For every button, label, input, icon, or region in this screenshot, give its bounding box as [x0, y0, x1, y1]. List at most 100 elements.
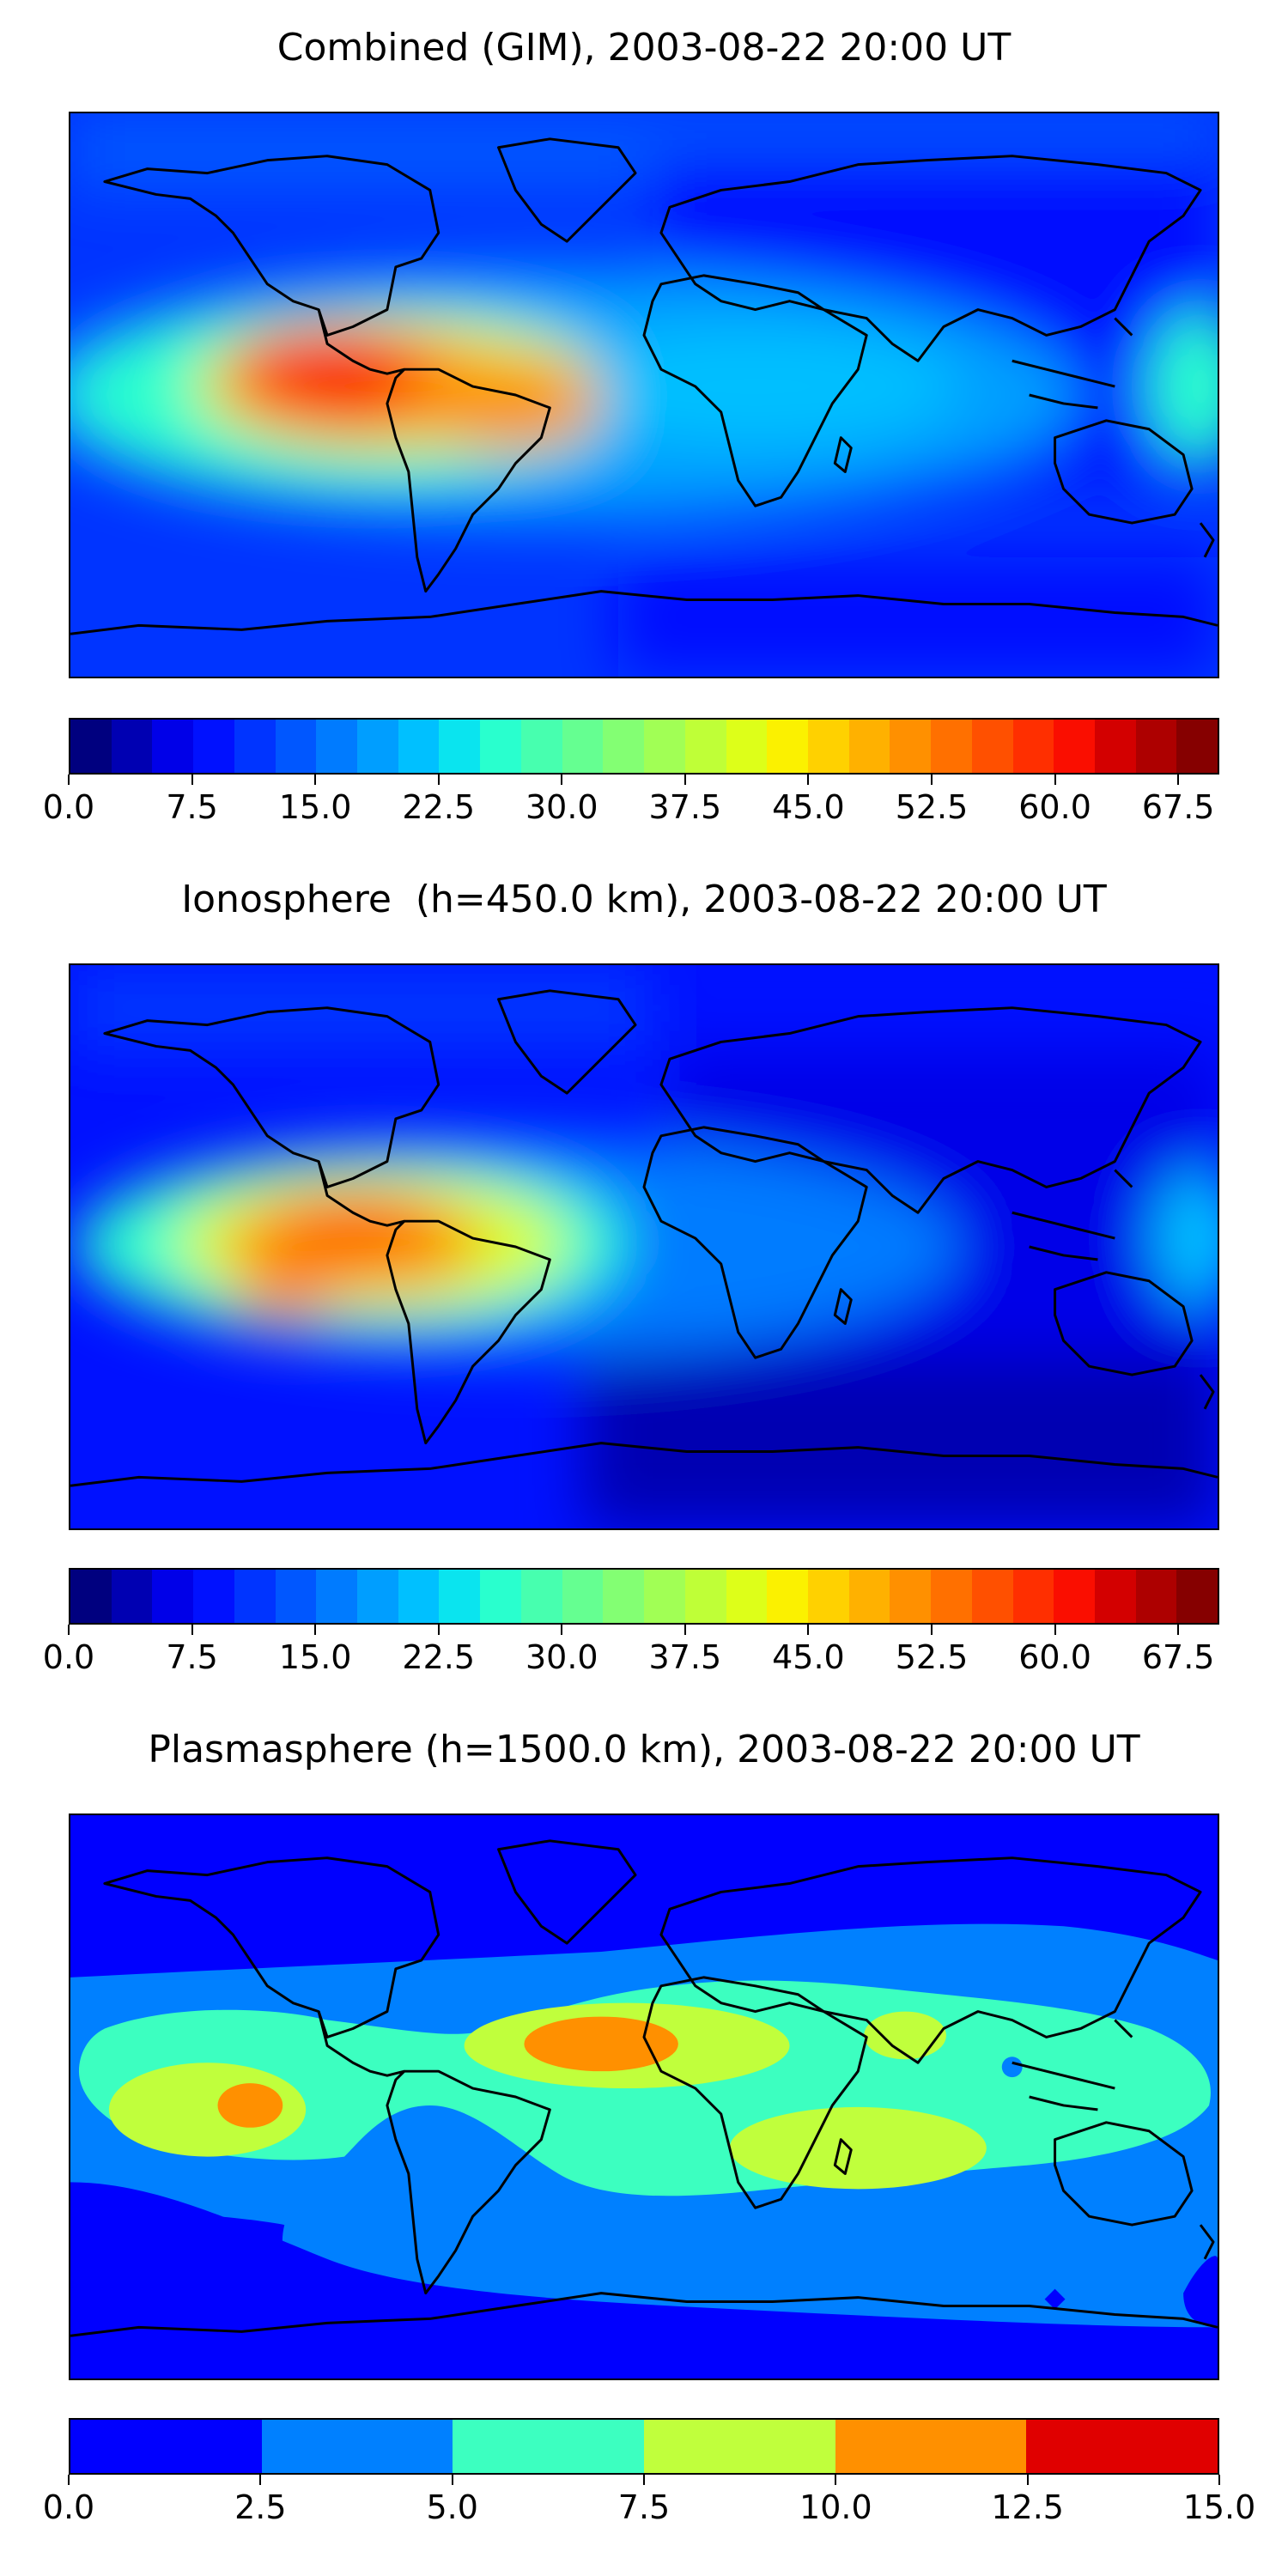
- colorbar-segment: [931, 720, 972, 773]
- colorbar-segment: [480, 1570, 521, 1623]
- colorbar-segment: [111, 1570, 153, 1623]
- colorbar-tick-label: 52.5: [895, 1638, 969, 1676]
- panel-3-heatmap: [70, 1815, 1218, 2379]
- colorbar-segment: [684, 1570, 726, 1623]
- colorbar-segment: [193, 720, 234, 773]
- panel-2-map: [69, 963, 1219, 1530]
- colorbar-segment: [931, 1570, 972, 1623]
- colorbar-tick-label: 15.0: [278, 1638, 352, 1676]
- colorbar-tick: [451, 2475, 453, 2485]
- colorbar-tick-label: 45.0: [772, 788, 845, 826]
- colorbar-segment: [261, 2420, 453, 2473]
- colorbar-segment: [603, 1570, 645, 1623]
- panel-3-title: Plasmasphere (h=1500.0 km), 2003-08-22 2…: [148, 1728, 1140, 1771]
- colorbar-tick-label: 67.5: [1141, 788, 1215, 826]
- colorbar-segment: [971, 1570, 1013, 1623]
- colorbar-tick-label: 0.0: [42, 2488, 95, 2526]
- colorbar-segment: [644, 1570, 685, 1623]
- colorbar-segment: [439, 720, 481, 773]
- colorbar-segment: [1176, 720, 1218, 773]
- colorbar-tick-label: 15.0: [1182, 2488, 1256, 2526]
- heatmap-region: [233, 1279, 337, 1317]
- colorbar-tick-label: 52.5: [895, 788, 969, 826]
- colorbar-tick-label: 7.5: [617, 2488, 671, 2526]
- panel-1-colorbar-ticks: 0.0 7.5 15.0 22.5 30.0 37.5 45.0 52.5 60.0 67.5: [43, 775, 1219, 826]
- colorbar-segment: [111, 720, 153, 773]
- colorbar-tick-label: 7.5: [166, 788, 218, 826]
- colorbar-segment: [152, 720, 194, 773]
- colorbar-tick: [1054, 775, 1056, 785]
- colorbar-tick-label: 0.0: [42, 1638, 95, 1676]
- colorbar-segment: [70, 2420, 262, 2473]
- colorbar-segment: [835, 2420, 1027, 2473]
- colorbar-segment: [1012, 720, 1054, 773]
- colorbar-segment: [890, 720, 932, 773]
- colorbar-segment: [520, 1570, 562, 1623]
- colorbar-tick-label: 67.5: [1141, 1638, 1215, 1676]
- colorbar-segment: [275, 720, 317, 773]
- colorbar-tick-label: 37.5: [648, 788, 722, 826]
- contour-7.5: [729, 2106, 987, 2190]
- colorbar-tick: [68, 1625, 70, 1635]
- colorbar-tick: [259, 2475, 262, 2485]
- colorbar-segment: [275, 1570, 317, 1623]
- contour-7.5: [864, 2011, 946, 2060]
- colorbar-segment: [357, 720, 398, 773]
- colorbar-segment: [1094, 720, 1136, 773]
- colorbar-tick: [683, 1625, 686, 1635]
- colorbar-segment: [767, 720, 808, 773]
- panel-1-map: [69, 112, 1219, 678]
- colorbar-tick: [68, 775, 70, 785]
- heatmap-region: [1149, 309, 1218, 464]
- colorbar-segment: [398, 720, 440, 773]
- heatmap-region: [276, 1195, 430, 1247]
- colorbar-tick: [931, 1625, 933, 1635]
- colorbar-tick: [68, 2475, 70, 2485]
- colorbar-tick: [561, 1625, 563, 1635]
- colorbar-segment: [1176, 1570, 1218, 1623]
- colorbar-tick: [807, 1625, 810, 1635]
- colorbar-segment: [848, 720, 890, 773]
- colorbar-tick-label: 2.5: [234, 2488, 287, 2526]
- colorbar-tick: [643, 2475, 645, 2485]
- colorbar-tick: [835, 2475, 837, 2485]
- colorbar-tick-label: 60.0: [1018, 1638, 1091, 1676]
- colorbar-tick-label: 15.0: [278, 788, 352, 826]
- colorbar-segment: [439, 1570, 481, 1623]
- colorbar-segment: [726, 1570, 768, 1623]
- colorbar-segment: [520, 720, 562, 773]
- colorbar-segment: [562, 1570, 604, 1623]
- colorbar-segment: [70, 720, 112, 773]
- panel-2-colorbar: [69, 1568, 1219, 1625]
- colorbar-tick-label: 10.0: [799, 2488, 872, 2526]
- colorbar-segment: [1026, 2420, 1218, 2473]
- heatmap-region: [550, 326, 961, 447]
- colorbar-segment: [152, 1570, 194, 1623]
- heatmap-band: [70, 965, 653, 1051]
- panel-3-map: [69, 1814, 1219, 2380]
- colorbar-tick: [1026, 2475, 1029, 2485]
- colorbar-segment: [316, 1570, 358, 1623]
- panel-2-heatmap: [70, 965, 1218, 1528]
- panel-2-colorbar-ticks: 0.0 7.5 15.0 22.5 30.0 37.5 45.0 52.5 60.0 67.5: [43, 1625, 1219, 1676]
- heatmap-region: [276, 352, 413, 417]
- colorbar-tick: [561, 775, 563, 785]
- colorbar-segment: [1054, 720, 1095, 773]
- colorbar-segment: [644, 720, 685, 773]
- colorbar-segment: [644, 2420, 835, 2473]
- colorbar-segment: [357, 1570, 398, 1623]
- panel-1-heatmap: [70, 113, 1218, 677]
- colorbar-tick-label: 60.0: [1018, 788, 1091, 826]
- colorbar-segment: [684, 720, 726, 773]
- panel-2-title: Ionosphere (h=450.0 km), 2003-08-22 20:0…: [181, 878, 1107, 921]
- colorbar-tick: [1177, 775, 1180, 785]
- colorbar-tick: [437, 775, 440, 785]
- colorbar-segment: [726, 720, 768, 773]
- colorbar-segment: [453, 2420, 645, 2473]
- colorbar-segment: [1054, 1570, 1095, 1623]
- colorbar-tick: [1054, 1625, 1056, 1635]
- colorbar-segment: [971, 720, 1013, 773]
- contour-low-se: [1183, 2256, 1218, 2328]
- colorbar-tick-label: 0.0: [42, 788, 95, 826]
- colorbar-segment: [1094, 1570, 1136, 1623]
